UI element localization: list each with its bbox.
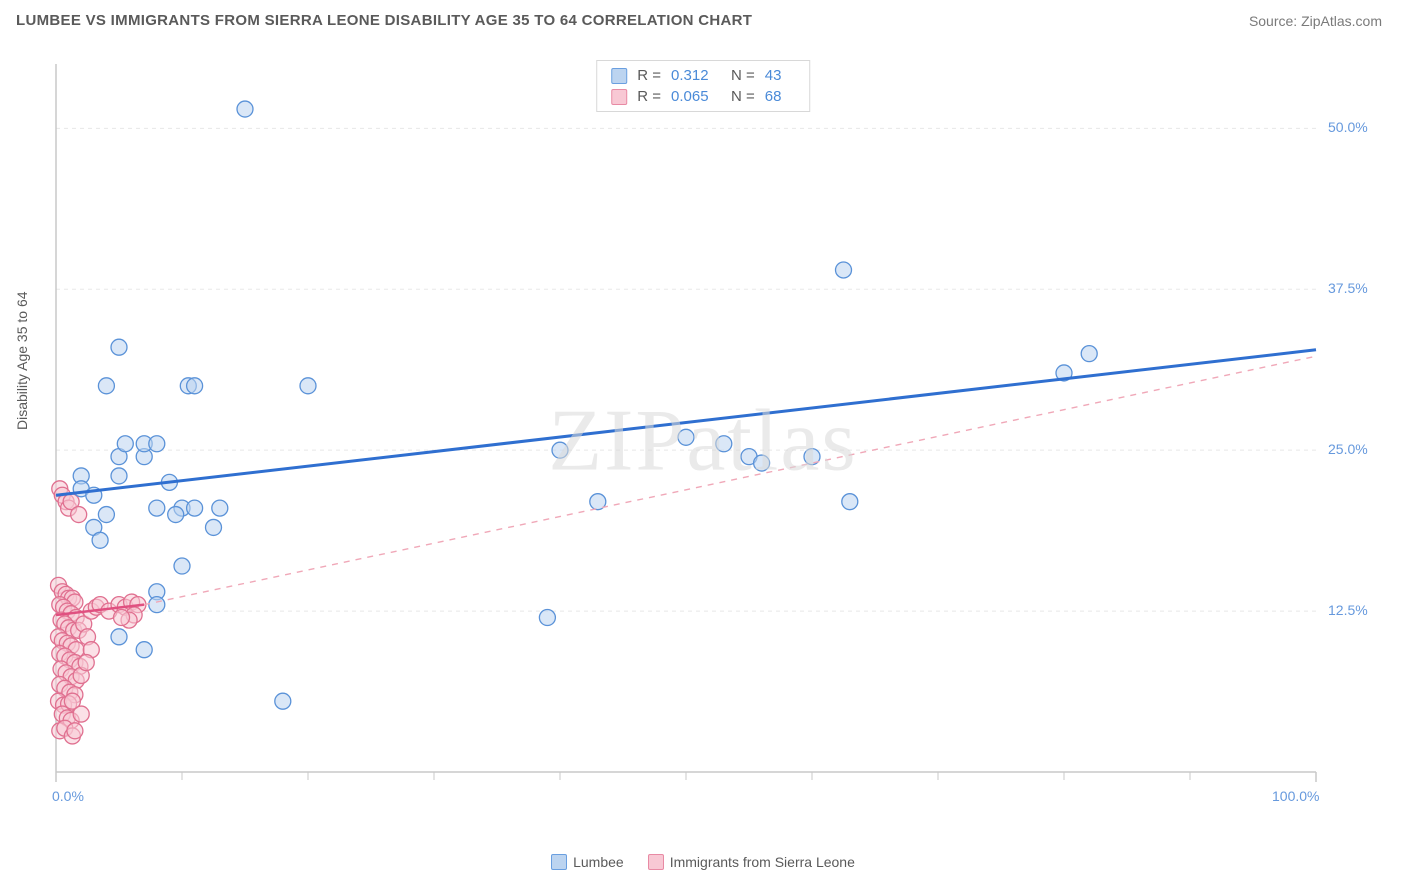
correlation-legend-row: R = 0.065 N = 68	[611, 86, 795, 107]
n-label: N =	[731, 88, 755, 105]
chart-title: LUMBEE VS IMMIGRANTS FROM SIERRA LEONE D…	[16, 12, 752, 29]
source-attribution: Source: ZipAtlas.com	[1249, 13, 1382, 29]
n-label: N =	[731, 67, 755, 84]
x-tick-label: 0.0%	[52, 788, 84, 804]
chart-plot-area: 0.0% 100.0% 12.5% 25.0% 37.5% 50.0%	[48, 56, 1388, 816]
series-legend: Lumbee Immigrants from Sierra Leone	[0, 854, 1406, 870]
correlation-legend: R = 0.312 N = 43 R = 0.065 N = 68	[596, 60, 810, 112]
y-axis-label: Disability Age 35 to 64	[14, 291, 30, 430]
series-legend-item: Lumbee	[551, 854, 624, 870]
legend-swatch	[648, 854, 664, 870]
n-value: 68	[765, 88, 795, 105]
legend-swatch	[611, 68, 627, 84]
y-tick-label: 25.0%	[1328, 441, 1368, 457]
r-label: R =	[637, 88, 661, 105]
source-link[interactable]: ZipAtlas.com	[1301, 13, 1382, 29]
y-tick-label: 50.0%	[1328, 119, 1368, 135]
x-tick-label: 100.0%	[1272, 788, 1319, 804]
series-legend-item: Immigrants from Sierra Leone	[648, 854, 855, 870]
legend-swatch	[611, 89, 627, 105]
scatter-plot-svg	[48, 56, 1388, 816]
y-tick-label: 12.5%	[1328, 602, 1368, 618]
legend-swatch	[551, 854, 567, 870]
source-prefix: Source:	[1249, 13, 1301, 29]
y-tick-label: 37.5%	[1328, 280, 1368, 296]
correlation-legend-row: R = 0.312 N = 43	[611, 65, 795, 86]
r-label: R =	[637, 67, 661, 84]
legend-label: Immigrants from Sierra Leone	[670, 854, 855, 870]
r-value: 0.065	[671, 88, 721, 105]
r-value: 0.312	[671, 67, 721, 84]
legend-label: Lumbee	[573, 854, 624, 870]
n-value: 43	[765, 67, 795, 84]
